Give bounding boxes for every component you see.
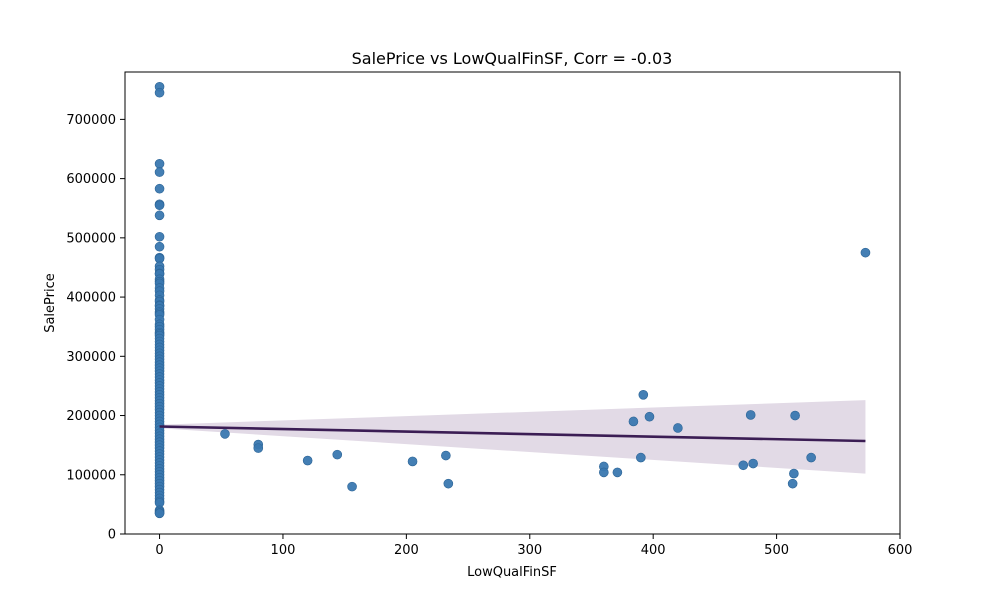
x-tick-label: 200 — [394, 543, 419, 558]
scatter-point — [154, 231, 165, 242]
scatter-point — [302, 455, 313, 466]
regression-line — [159, 425, 866, 443]
scatter-point — [806, 452, 816, 463]
scatter-point — [407, 456, 418, 467]
scatter-point — [220, 429, 230, 439]
scatter-point — [612, 467, 623, 478]
scatter-point — [154, 210, 165, 221]
x-tick-label: 300 — [517, 543, 542, 558]
chart-title: SalePrice vs LowQualFinSF, Corr = -0.03 — [352, 49, 673, 68]
scatter-point — [636, 452, 646, 463]
confidence-band — [159, 400, 866, 474]
y-tick-label: 0 — [108, 528, 116, 543]
scatter-point — [638, 390, 649, 400]
y-tick-label: 700000 — [66, 113, 116, 128]
scatter-point — [860, 247, 871, 258]
x-axis-label: LowQualFinSF — [467, 565, 557, 580]
scatter-point — [745, 410, 756, 420]
scatter-point — [154, 183, 165, 194]
scatter-point — [154, 241, 165, 252]
scatter-point — [154, 508, 165, 519]
scatter-point — [787, 478, 798, 489]
scatter-point — [154, 167, 165, 177]
y-tick-label: 600000 — [66, 172, 116, 187]
x-tick-label: 500 — [764, 543, 789, 558]
scatter-point — [789, 468, 799, 479]
scatter-point — [738, 460, 749, 471]
y-tick-label: 400000 — [66, 291, 116, 306]
scatter-point — [347, 481, 357, 492]
points-layer — [154, 82, 871, 519]
scatter-point — [673, 423, 683, 433]
plot-frame — [124, 71, 901, 535]
y-axis-label: SalePrice — [43, 273, 58, 333]
scatter-point — [441, 450, 451, 461]
scatter-point — [790, 410, 800, 421]
scatter-point — [154, 159, 165, 169]
scatter-point — [154, 87, 165, 98]
y-axis: 0 100000 200000 300000 400000 500000 600000 700… — [66, 113, 125, 543]
y-tick-label: 200000 — [66, 409, 116, 424]
y-tick-label: 300000 — [66, 350, 116, 365]
confidence-band-layer — [159, 400, 866, 474]
x-tick-label: 0 — [155, 543, 163, 558]
scatter-point — [332, 449, 343, 460]
x-tick-label: 400 — [641, 543, 666, 558]
y-tick-label: 100000 — [66, 468, 116, 483]
scatter-point — [644, 411, 655, 422]
x-axis: 0 100 200 300 400 500 600 — [155, 534, 912, 558]
x-tick-label: 600 — [888, 543, 913, 558]
scatter-point — [443, 478, 454, 489]
scatter-point — [628, 416, 639, 427]
scatter-point — [748, 458, 758, 469]
scatter-point — [599, 467, 609, 478]
y-tick-label: 500000 — [66, 231, 116, 246]
scatter-point — [253, 443, 264, 453]
regression-line-layer — [159, 425, 866, 443]
scatter-point — [154, 200, 165, 211]
x-tick-label: 100 — [271, 543, 296, 558]
